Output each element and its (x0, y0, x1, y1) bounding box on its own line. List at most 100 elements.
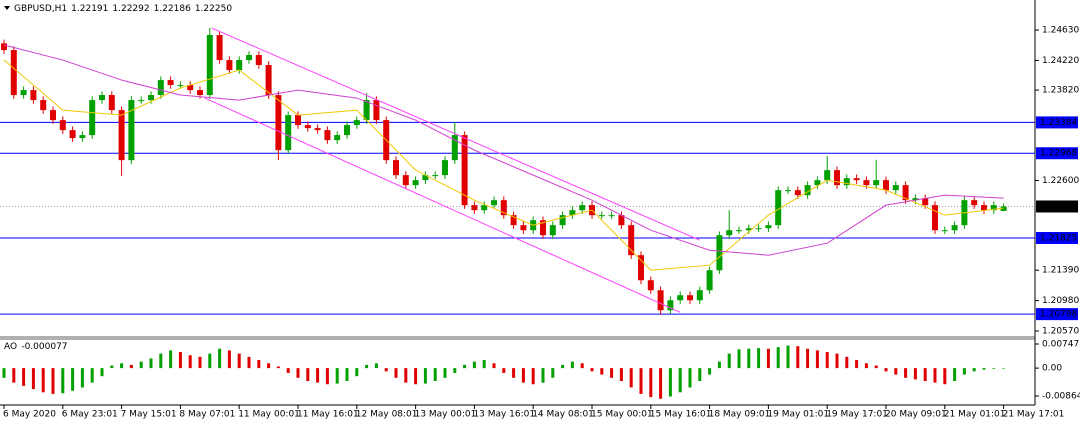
candle-body (922, 198, 929, 206)
indicator-bar (796, 346, 800, 369)
candle-body (579, 205, 586, 211)
indicator-y-tick-label: -0.008647 (1042, 391, 1080, 401)
x-tick-label: 15 May 00:01 (591, 410, 653, 420)
indicator-bar (237, 353, 241, 369)
indicator-bar (610, 368, 614, 378)
close-value: 1.22250 (195, 4, 232, 14)
indicator-bar (874, 365, 878, 369)
candle-body (549, 225, 556, 236)
indicator-bar (512, 368, 516, 378)
candle-body (647, 280, 654, 291)
candle-body (500, 200, 507, 216)
x-tick-label: 12 May 08:01 (356, 410, 418, 420)
indicator-y-tick-label: 0.007478 (1042, 340, 1080, 350)
candle-body (736, 230, 742, 232)
x-tick-label: 6 May 2020 (3, 410, 56, 420)
candle-body (775, 190, 782, 226)
indicator-bar (766, 348, 770, 369)
x-tick-label: 14 May 08:01 (532, 410, 594, 420)
indicator-bar (423, 368, 427, 384)
level-label-box (1036, 231, 1078, 244)
indicator-bar (737, 349, 741, 369)
candle-body (608, 215, 615, 217)
indicator-bar (492, 363, 496, 369)
indicator-bar (335, 368, 339, 384)
x-tick-label: 18 May 09:01 (709, 410, 771, 420)
candle-body (461, 135, 468, 206)
candle-body (598, 215, 605, 217)
level-label-box (1036, 116, 1078, 129)
indicator-bar (80, 368, 84, 388)
x-tick-label: 15 May 16:01 (650, 410, 712, 420)
candle-body (941, 230, 948, 232)
indicator-bar (639, 368, 643, 394)
indicator-bar (649, 368, 653, 398)
candle-body (628, 225, 635, 256)
indicator-bar (894, 368, 898, 375)
candle-body (265, 65, 272, 96)
candle-body (569, 210, 576, 216)
indicator-bar (943, 368, 947, 385)
candle-body (314, 128, 321, 131)
candle-body (412, 180, 419, 186)
candle-body (824, 170, 831, 181)
candle-body (206, 34, 213, 96)
level-label-box (1036, 147, 1078, 160)
indicator-bar (61, 368, 65, 394)
indicator-bar (316, 368, 320, 383)
candle-body (471, 205, 478, 211)
indicator-bar (923, 368, 927, 382)
indicator-bar (404, 368, 408, 383)
indicator-bar (306, 368, 310, 382)
indicator-bar (208, 353, 212, 369)
indicator-bar (365, 364, 369, 369)
candle-body (804, 185, 811, 196)
candle-body (755, 228, 762, 230)
x-tick-label: 21 May 01:01 (944, 410, 1006, 420)
candle-body (30, 90, 37, 101)
indicator-bar (414, 368, 418, 385)
indicator-bar (825, 351, 829, 369)
indicator-bar (717, 361, 721, 369)
indicator-bar (325, 368, 329, 385)
indicator-bar (580, 363, 584, 369)
indicator-bar (845, 356, 849, 369)
indicator-bar (531, 368, 535, 385)
candle-body (932, 205, 938, 231)
indicator-bar (267, 363, 271, 369)
candle-body (892, 185, 899, 191)
indicator-bar (551, 368, 555, 378)
candle-body (706, 270, 713, 291)
symbol: GBPUSD,H1 (14, 4, 67, 14)
candle-body (667, 300, 674, 311)
price-label: 1.22250 (1040, 202, 1077, 212)
x-tick-label: 8 May 07:01 (179, 410, 235, 420)
indicator-bar (51, 368, 55, 394)
indicator-bar (913, 368, 917, 380)
candle-body (353, 120, 360, 126)
indicator-bar (962, 368, 966, 375)
y-tick-label: 1.24220 (1042, 56, 1079, 66)
chart-header: GBPUSD,H1 1.22191 1.22292 1.22186 1.22250 (14, 4, 232, 14)
indicator-bar (708, 368, 712, 375)
indicator-bar (992, 368, 996, 369)
indicator-bar (776, 347, 780, 369)
level-label: 1.22968 (1040, 149, 1077, 159)
indicator-bar (22, 368, 26, 386)
indicator-bar (619, 368, 623, 382)
x-tick-label: 13 May 00:01 (415, 410, 477, 420)
indicator-bar (169, 350, 173, 369)
indicator-bar (90, 368, 94, 383)
level-label-box (1036, 308, 1078, 321)
candle-body (275, 95, 282, 151)
candle-body (491, 200, 497, 206)
candle-body (236, 60, 243, 71)
indicator-name: AO (4, 342, 17, 352)
indicator-bar (757, 348, 761, 369)
candle-body (442, 160, 448, 176)
candle-body (50, 110, 56, 121)
indicator-bar (521, 368, 525, 383)
candle-body (785, 190, 791, 192)
indicator-bar (433, 368, 437, 382)
